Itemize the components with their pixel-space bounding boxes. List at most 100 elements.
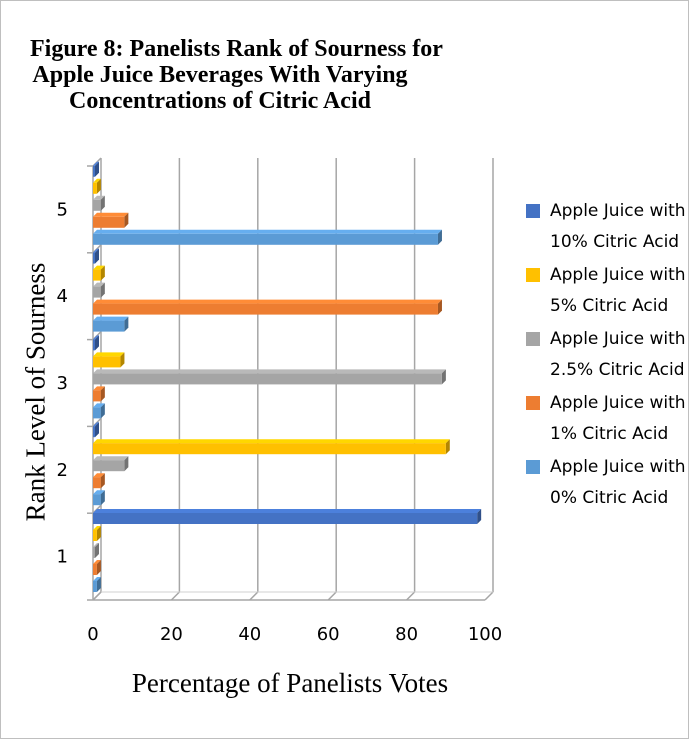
bar	[93, 564, 97, 575]
bar	[93, 269, 101, 281]
bar-end	[124, 212, 129, 228]
bar	[93, 233, 438, 245]
bar-top	[93, 178, 101, 183]
bar-top	[93, 265, 105, 270]
bar	[93, 547, 95, 558]
bar-end	[96, 526, 101, 541]
bar-end	[100, 386, 105, 402]
bar-top	[93, 229, 442, 234]
x-tick-label: 100	[468, 624, 502, 645]
bar-end	[124, 456, 129, 472]
bar	[93, 477, 101, 489]
bar-top	[93, 161, 99, 166]
bar-end	[95, 248, 99, 264]
x-tick-label: 0	[87, 624, 98, 645]
bar-top	[93, 473, 105, 478]
legend-swatch	[526, 332, 540, 346]
bar-end	[100, 490, 105, 506]
legend-label: Apple Juice with 5% Citric Acid	[550, 265, 686, 316]
bar-end	[100, 265, 105, 281]
x-tick-label: 20	[160, 624, 183, 645]
bar	[93, 199, 101, 211]
bar-top	[93, 543, 99, 547]
bar	[93, 460, 125, 472]
bar-top	[93, 248, 99, 253]
bar	[93, 426, 95, 438]
x-tick-label: 60	[317, 624, 340, 645]
bar	[93, 252, 95, 264]
bar-top	[93, 422, 99, 427]
bar	[93, 373, 442, 385]
bar-end	[477, 509, 482, 524]
bar-end	[100, 282, 105, 298]
legend-label: Apple Juice with 1% Citric Acid	[550, 393, 686, 444]
bar	[93, 390, 101, 402]
floor-gridline	[170, 591, 180, 601]
bar-top	[93, 212, 129, 217]
y-tick-label: 1	[57, 547, 68, 568]
bar	[93, 513, 478, 524]
bar-top	[93, 560, 101, 564]
legend-label: Apple Juice with 2.5% Citric Acid	[550, 329, 686, 380]
x-axis-label: Percentage of Panelists Votes	[131, 668, 449, 698]
floor-gridline	[484, 591, 494, 601]
y-tick-label: 2	[57, 460, 68, 481]
legend-label: Apple Juice with 0% Citric Acid	[550, 457, 686, 508]
y-tick-label: 4	[57, 286, 68, 307]
floor-gridline	[249, 591, 259, 601]
bar-top	[93, 386, 105, 391]
legend-swatch	[526, 268, 540, 282]
bar-top	[93, 403, 105, 408]
bar-top	[93, 352, 125, 357]
legend-item: Apple Juice with 1% Citric Acid	[526, 388, 686, 450]
y-tick-label: 3	[57, 373, 68, 394]
side-wall-gridline	[92, 591, 102, 601]
chart-title-line-2: Apple Juice Beverages With Varying	[32, 62, 408, 88]
legend-item: Apple Juice with 10% Citric Acid	[526, 196, 686, 258]
bar-end	[95, 543, 99, 558]
legend-item: Apple Juice with 0% Citric Acid	[526, 452, 686, 514]
bar	[93, 356, 121, 368]
legend-swatch	[526, 460, 540, 474]
bar	[93, 165, 95, 177]
bar-end	[124, 316, 129, 332]
bar	[93, 581, 97, 592]
bar-end	[100, 195, 105, 211]
bar-top	[93, 577, 101, 581]
bar	[93, 320, 125, 332]
bar-end	[445, 439, 450, 455]
bar-top	[93, 526, 101, 530]
bar	[93, 407, 101, 419]
bar-top	[93, 195, 105, 200]
bar-end	[96, 560, 101, 575]
chart-title: Figure 8: Panelists Rank of Sourness for…	[30, 36, 443, 114]
bar	[93, 443, 446, 455]
legend: Apple Juice with 10% Citric Acid Apple Ju…	[526, 196, 686, 516]
legend-swatch	[526, 396, 540, 410]
legend-item: Apple Juice with 2.5% Citric Acid	[526, 324, 686, 386]
bar-end	[96, 577, 101, 592]
bar-top	[93, 509, 482, 513]
floor-gridline	[327, 591, 337, 601]
chart-title-line-3: Concentrations of Citric Acid	[69, 88, 371, 114]
bar-end	[95, 335, 99, 351]
bar-top	[93, 490, 105, 495]
bar-end	[95, 422, 99, 438]
legend-swatch	[526, 204, 540, 218]
x-tick-label: 80	[395, 624, 418, 645]
bar-end	[100, 473, 105, 489]
bar	[93, 494, 101, 506]
legend-item: Apple Juice with 5% Citric Acid	[526, 260, 686, 322]
bar-end	[95, 161, 99, 177]
bar-top	[93, 316, 129, 321]
bar-end	[441, 369, 446, 385]
y-tick-label: 5	[57, 199, 68, 220]
bar-end	[120, 352, 125, 368]
bar-top	[93, 439, 450, 444]
bar-end	[96, 178, 101, 194]
bar-top	[93, 369, 446, 374]
bar-end	[437, 299, 442, 315]
bar-top	[93, 456, 129, 461]
bar-top	[93, 335, 99, 340]
